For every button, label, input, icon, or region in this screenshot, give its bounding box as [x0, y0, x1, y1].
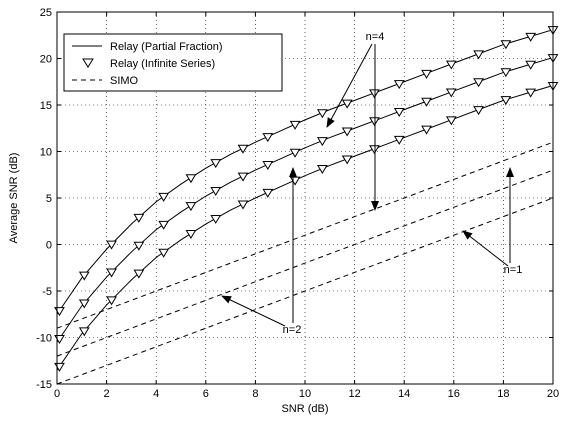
triangle-marker — [473, 50, 484, 60]
triangle-marker — [158, 192, 170, 202]
legend-label-infinite-series: Relay (Infinite Series) — [110, 58, 215, 70]
triangle-marker — [106, 296, 117, 306]
arrow-n1-simo — [462, 230, 509, 267]
triangle-marker — [78, 327, 90, 337]
triangle-marker — [500, 96, 512, 106]
tick-labels: 0 2 4 6 8 10 12 14 16 18 20 -15 -10 -5 0 5 10 15 20 25 — [36, 7, 559, 400]
arrow-n2-simo — [221, 295, 286, 327]
x-tick-label: 4 — [153, 388, 159, 400]
triangle-marker — [78, 299, 90, 309]
triangle-marker — [500, 68, 512, 78]
triangle-marker — [341, 155, 353, 165]
y-tick-label: -10 — [36, 333, 52, 345]
x-tick-label: 0 — [54, 388, 60, 400]
simo-line-n4 — [56, 141, 554, 329]
y-axis-label: Average SNR (dB) — [8, 153, 20, 244]
y-tick-label: 20 — [40, 54, 52, 66]
triangle-marker — [316, 165, 328, 174]
triangle-marker — [158, 220, 170, 230]
legend-box — [63, 33, 283, 92]
triangle-marker — [369, 145, 380, 155]
triangle-marker — [473, 78, 484, 88]
triangle-marker — [393, 108, 405, 117]
simo-line-n1 — [56, 197, 554, 385]
triangle-marker — [185, 174, 197, 184]
triangle-marker — [237, 200, 249, 210]
triangle-marker — [445, 116, 457, 126]
y-tick-label: 0 — [46, 240, 52, 252]
triangle-marker — [525, 88, 537, 98]
triangle-marker — [210, 214, 222, 224]
x-tick-label: 16 — [448, 388, 460, 400]
triangle-marker — [262, 188, 274, 198]
triangle-marker — [237, 144, 249, 154]
legend-label-simo: SIMO — [110, 75, 139, 87]
triangle-marker — [473, 106, 484, 116]
legend-triangle-marker — [82, 58, 94, 68]
x-tick-label: 6 — [203, 388, 209, 400]
triangle-marker — [133, 241, 145, 251]
legend-label-partial-fraction: Relay (Partial Fraction) — [110, 41, 222, 53]
x-tick-label: 20 — [547, 388, 559, 400]
triangle-marker — [289, 120, 301, 130]
triangle-marker — [237, 172, 249, 182]
triangle-marker — [421, 97, 432, 107]
plot-frame — [56, 11, 554, 385]
annotations: n=4 n=2 n=1 — [221, 31, 523, 336]
x-tick-label: 8 — [252, 388, 258, 400]
triangle-marker — [393, 80, 405, 90]
triangle-marker — [500, 40, 512, 50]
triangle-marker — [525, 32, 537, 42]
triangle-marker — [341, 99, 353, 109]
y-tick-label: 25 — [40, 7, 52, 19]
x-axis-label: SNR (dB) — [281, 403, 328, 415]
triangle-marker — [185, 230, 197, 239]
legend: Relay (Partial Fraction) Relay (Infinite… — [63, 33, 283, 92]
triangle-marker — [316, 109, 328, 119]
triangle-marker — [369, 117, 380, 127]
annotation-label-n4: n=4 — [366, 31, 385, 43]
y-tick-label: 15 — [40, 100, 52, 112]
x-tick-label: 10 — [299, 388, 311, 400]
triangle-marker — [133, 213, 145, 223]
y-tick-label: -5 — [42, 286, 52, 298]
x-tick-label: 2 — [104, 388, 110, 400]
arrow-n4-relay — [326, 43, 373, 128]
triangle-marker — [289, 148, 301, 158]
annotation-label-n2: n=2 — [283, 324, 302, 336]
annotation-label-n1: n=1 — [504, 264, 523, 276]
triangle-marker — [369, 89, 380, 99]
x-tick-label: 12 — [348, 388, 360, 400]
triangle-marker — [106, 240, 117, 250]
triangle-marker — [445, 60, 457, 70]
triangle-marker — [393, 135, 405, 145]
x-tick-label: 18 — [497, 388, 509, 400]
triangle-marker — [210, 187, 222, 197]
triangle-marker — [421, 69, 432, 79]
triangle-marker — [445, 88, 457, 98]
triangle-marker — [262, 161, 274, 170]
triangle-marker — [106, 268, 117, 278]
triangle-marker — [525, 60, 537, 70]
triangle-marker — [158, 248, 170, 258]
triangle-marker — [421, 125, 432, 135]
x-tick-label: 14 — [398, 388, 410, 400]
triangle-marker — [185, 202, 197, 212]
y-tick-label: 10 — [40, 147, 52, 159]
triangle-marker — [341, 127, 353, 137]
triangle-marker — [210, 159, 222, 169]
triangle-marker — [78, 271, 90, 281]
y-tick-label: 5 — [46, 193, 52, 205]
y-tick-label: -15 — [36, 379, 52, 391]
triangle-marker — [262, 133, 274, 143]
triangle-marker — [316, 137, 328, 147]
marker-layer — [54, 26, 559, 372]
triangle-marker — [133, 269, 145, 279]
simo-line-n2 — [56, 169, 554, 357]
